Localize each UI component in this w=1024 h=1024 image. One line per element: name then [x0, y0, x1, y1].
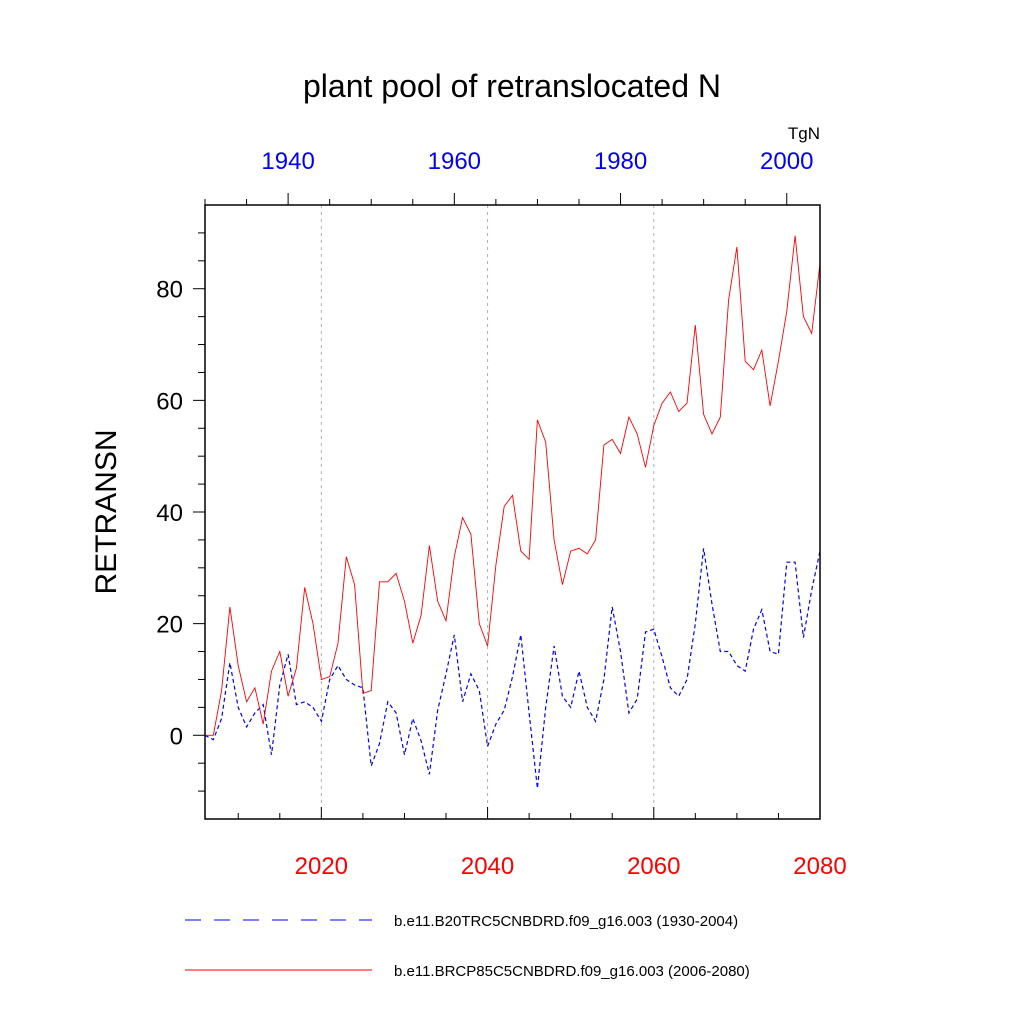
- gridlines: [320, 205, 655, 819]
- x-top-tick-label: 1980: [594, 148, 647, 175]
- series-layer: [204, 235, 821, 789]
- series-line: [204, 548, 821, 789]
- y-tick-label: 40: [156, 500, 183, 527]
- units-label: TgN: [788, 124, 820, 143]
- y-tick-label: 80: [156, 277, 183, 304]
- x-bottom-tick-label: 2060: [627, 853, 680, 880]
- legend-label: b.e11.B20TRC5CNBDRD.f09_g16.003 (1930-20…: [394, 913, 738, 930]
- x-bottom-tick-label: 2080: [793, 853, 846, 880]
- legend: b.e11.B20TRC5CNBDRD.f09_g16.003 (1930-20…: [185, 913, 750, 980]
- legend-label: b.e11.BRCP85C5CNBDRD.f09_g16.003 (2006-2…: [394, 963, 750, 980]
- x-bottom-tick-label: 2020: [295, 853, 348, 880]
- chart-title: plant pool of retranslocated N: [303, 68, 721, 104]
- x-top-tick-label: 2000: [760, 148, 813, 175]
- series-line: [205, 235, 821, 736]
- y-tick-label: 20: [156, 612, 183, 639]
- y-tick-label: 0: [170, 723, 183, 750]
- x-top-tick-label: 1960: [428, 148, 481, 175]
- y-tick-label: 60: [156, 388, 183, 415]
- x-top-tick-label: 1940: [261, 148, 314, 175]
- plot-frame: [204, 204, 821, 820]
- y-axis-label: RETRANSN: [90, 429, 123, 594]
- x-bottom-tick-label: 2040: [461, 853, 514, 880]
